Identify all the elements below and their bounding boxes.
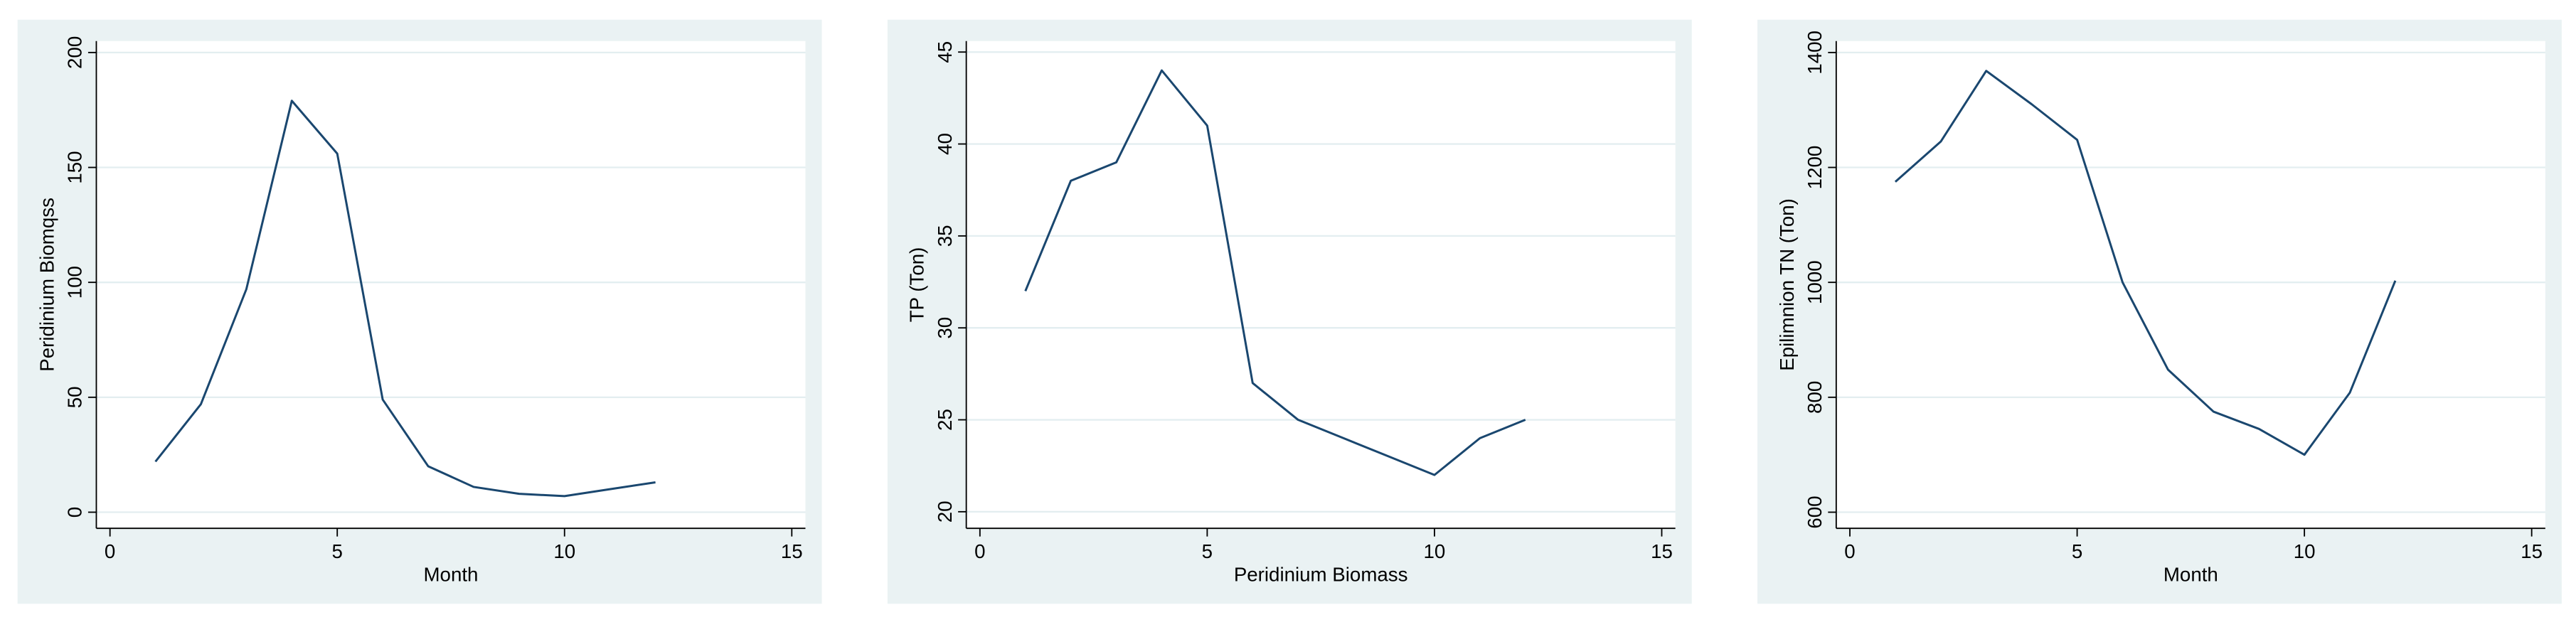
- plot-area: [96, 41, 806, 529]
- x-tick-label: 10: [1424, 540, 1446, 562]
- data-line: [1024, 69, 1526, 476]
- y-tick-label: 800: [1804, 381, 1826, 414]
- x-axis-label: Month: [423, 563, 478, 585]
- panel: 600 800 1000 1200 1400 0 5 10 15 Month Epilimnion …: [1757, 19, 2562, 604]
- y-tick-label: 20: [934, 500, 956, 522]
- y-tick-label: 200: [64, 36, 86, 69]
- plot-area: [1836, 41, 2545, 529]
- data-line: [1894, 70, 2397, 456]
- panel: 20 25 30 35 40 45 0 5 10 15 Peridinium Biomass TP (…: [887, 19, 1692, 604]
- y-axis-label: Epilimnion TN (Ton): [1776, 198, 1798, 371]
- data-line: [154, 100, 656, 498]
- plot-area: [966, 41, 1676, 529]
- x-axis-label: Month: [2163, 563, 2218, 585]
- y-axis-label: Peridinium Biomqss: [36, 198, 58, 372]
- y-tick-label: 1200: [1804, 146, 1826, 190]
- y-tick-label: 35: [934, 225, 956, 247]
- x-axis-label: Peridinium Biomass: [1234, 563, 1408, 585]
- y-tick-label: 50: [64, 386, 86, 408]
- y-tick-label: 100: [64, 266, 86, 299]
- x-tick-label: 10: [2294, 540, 2316, 562]
- x-tick-label: 15: [1651, 540, 1673, 562]
- y-tick-label: 600: [1804, 495, 1826, 528]
- x-tick-label: 5: [1202, 540, 1213, 562]
- x-tick-label: 5: [331, 540, 342, 562]
- x-tick-label: 5: [2072, 540, 2082, 562]
- x-tick-label: 0: [974, 540, 985, 562]
- y-tick-label: 40: [934, 133, 956, 155]
- y-axis-label: TP (Ton): [906, 247, 928, 323]
- x-tick-label: 15: [2521, 540, 2543, 562]
- y-tick-label: 150: [64, 151, 86, 183]
- x-tick-label: 10: [553, 540, 575, 562]
- x-tick-label: 15: [781, 540, 803, 562]
- y-tick-label: 1000: [1804, 260, 1826, 304]
- y-tick-label: 45: [934, 41, 956, 63]
- y-tick-label: 30: [934, 317, 956, 339]
- x-tick-label: 0: [1844, 540, 1855, 562]
- y-tick-label: 25: [934, 409, 956, 431]
- panel: 0 50 100 150 200 0 5 10 15 Month Peridinium Biomqs…: [17, 19, 822, 604]
- x-tick-label: 0: [105, 540, 115, 562]
- y-tick-label: 0: [64, 507, 86, 518]
- y-tick-label: 1400: [1804, 31, 1826, 75]
